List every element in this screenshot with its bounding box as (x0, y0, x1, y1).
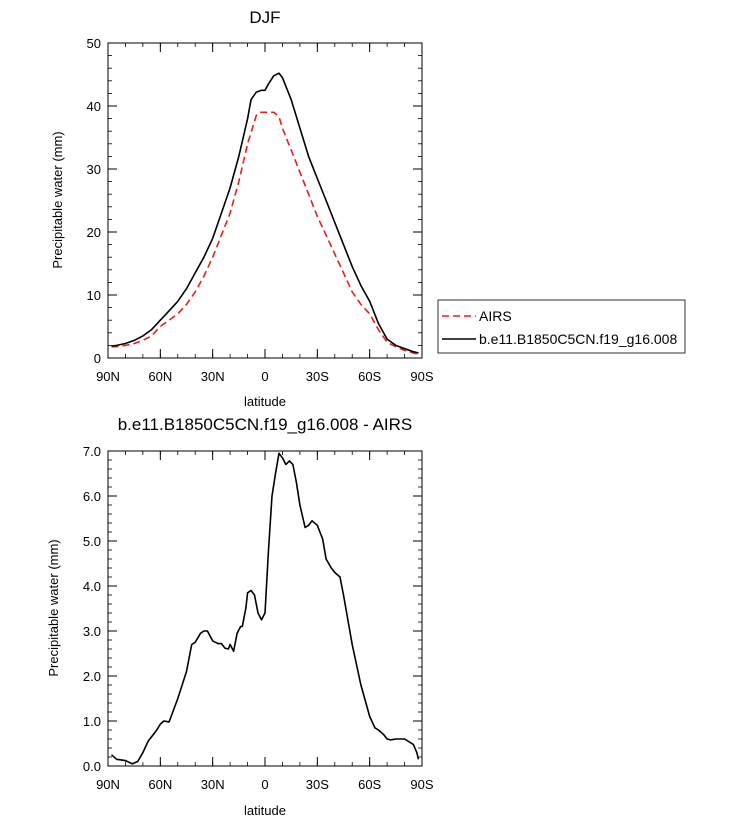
top-chart-title: DJF (249, 8, 280, 27)
top-chart-panel: DJF 90N 60N 30N 0 30S 60S 90S 0 10 20 30 40 50 latit… (50, 8, 434, 409)
bottom-chart-y-tick-label: 2.0 (83, 669, 101, 684)
top-chart-y-tick-label: 40 (87, 99, 101, 114)
bottom-chart-x-tick-label: 30N (201, 777, 225, 792)
bottom-chart-x-tick-label: 60S (358, 777, 381, 792)
top-chart-series-line-0 (111, 111, 419, 355)
legend-label-airs: AIRS (479, 308, 512, 324)
bottom-chart-y-tick-label: 6.0 (83, 489, 101, 504)
top-chart-series-line-1 (111, 72, 419, 354)
top-chart-x-tick-label: 30S (306, 369, 329, 384)
top-chart-x-tick-label: 60S (358, 369, 381, 384)
top-chart-xlabel: latitude (244, 394, 286, 409)
bottom-chart-x-tick-label: 90N (96, 777, 120, 792)
bottom-chart-x-tick-label: 30S (306, 777, 329, 792)
top-chart-y-tick-label: 50 (87, 36, 101, 51)
bottom-chart-y-tick-label: 3.0 (83, 624, 101, 639)
top-chart-y-tick-label: 20 (87, 225, 101, 240)
bottom-chart-ylabel: Precipitable water (mm) (46, 539, 61, 676)
bottom-chart-y-tick-label: 4.0 (83, 579, 101, 594)
bottom-chart-x-tick-label: 0 (261, 777, 268, 792)
top-chart-legend: AIRS b.e11.B1850C5CN.f19_g16.008 (437, 299, 686, 354)
bottom-chart-y-tick-label: 7.0 (83, 444, 101, 459)
bottom-chart-series-line-0 (110, 452, 420, 765)
top-chart-y-tick-label: 30 (87, 162, 101, 177)
top-chart-y-tick-label: 0 (94, 351, 101, 366)
bottom-chart-title: b.e11.B1850C5CN.f19_g16.008 - AIRS (118, 415, 413, 434)
legend-box (437, 299, 686, 354)
bottom-chart-x-tick-label: 60N (148, 777, 172, 792)
bottom-chart-y-tick-label: 5.0 (83, 534, 101, 549)
top-chart-x-tick-label: 90S (410, 369, 433, 384)
top-chart-x-tick-label: 90N (96, 369, 120, 384)
bottom-chart-y-tick-label: 1.0 (83, 714, 101, 729)
bottom-chart-x-tick-label: 90S (410, 777, 433, 792)
bottom-chart-panel: b.e11.B1850C5CN.f19_g16.008 - AIRS 90N 60… (46, 415, 434, 818)
top-chart-ylabel: Precipitable water (mm) (50, 131, 65, 268)
top-chart-x-tick-label: 30N (201, 369, 225, 384)
bottom-chart-xlabel: latitude (244, 803, 286, 818)
top-chart-x-tick-label: 60N (148, 369, 172, 384)
top-chart-x-tick-label: 0 (261, 369, 268, 384)
legend-label-model: b.e11.B1850C5CN.f19_g16.008 (479, 331, 677, 347)
top-chart-y-tick-label: 10 (87, 288, 101, 303)
bottom-chart-y-tick-label: 0.0 (83, 759, 101, 774)
